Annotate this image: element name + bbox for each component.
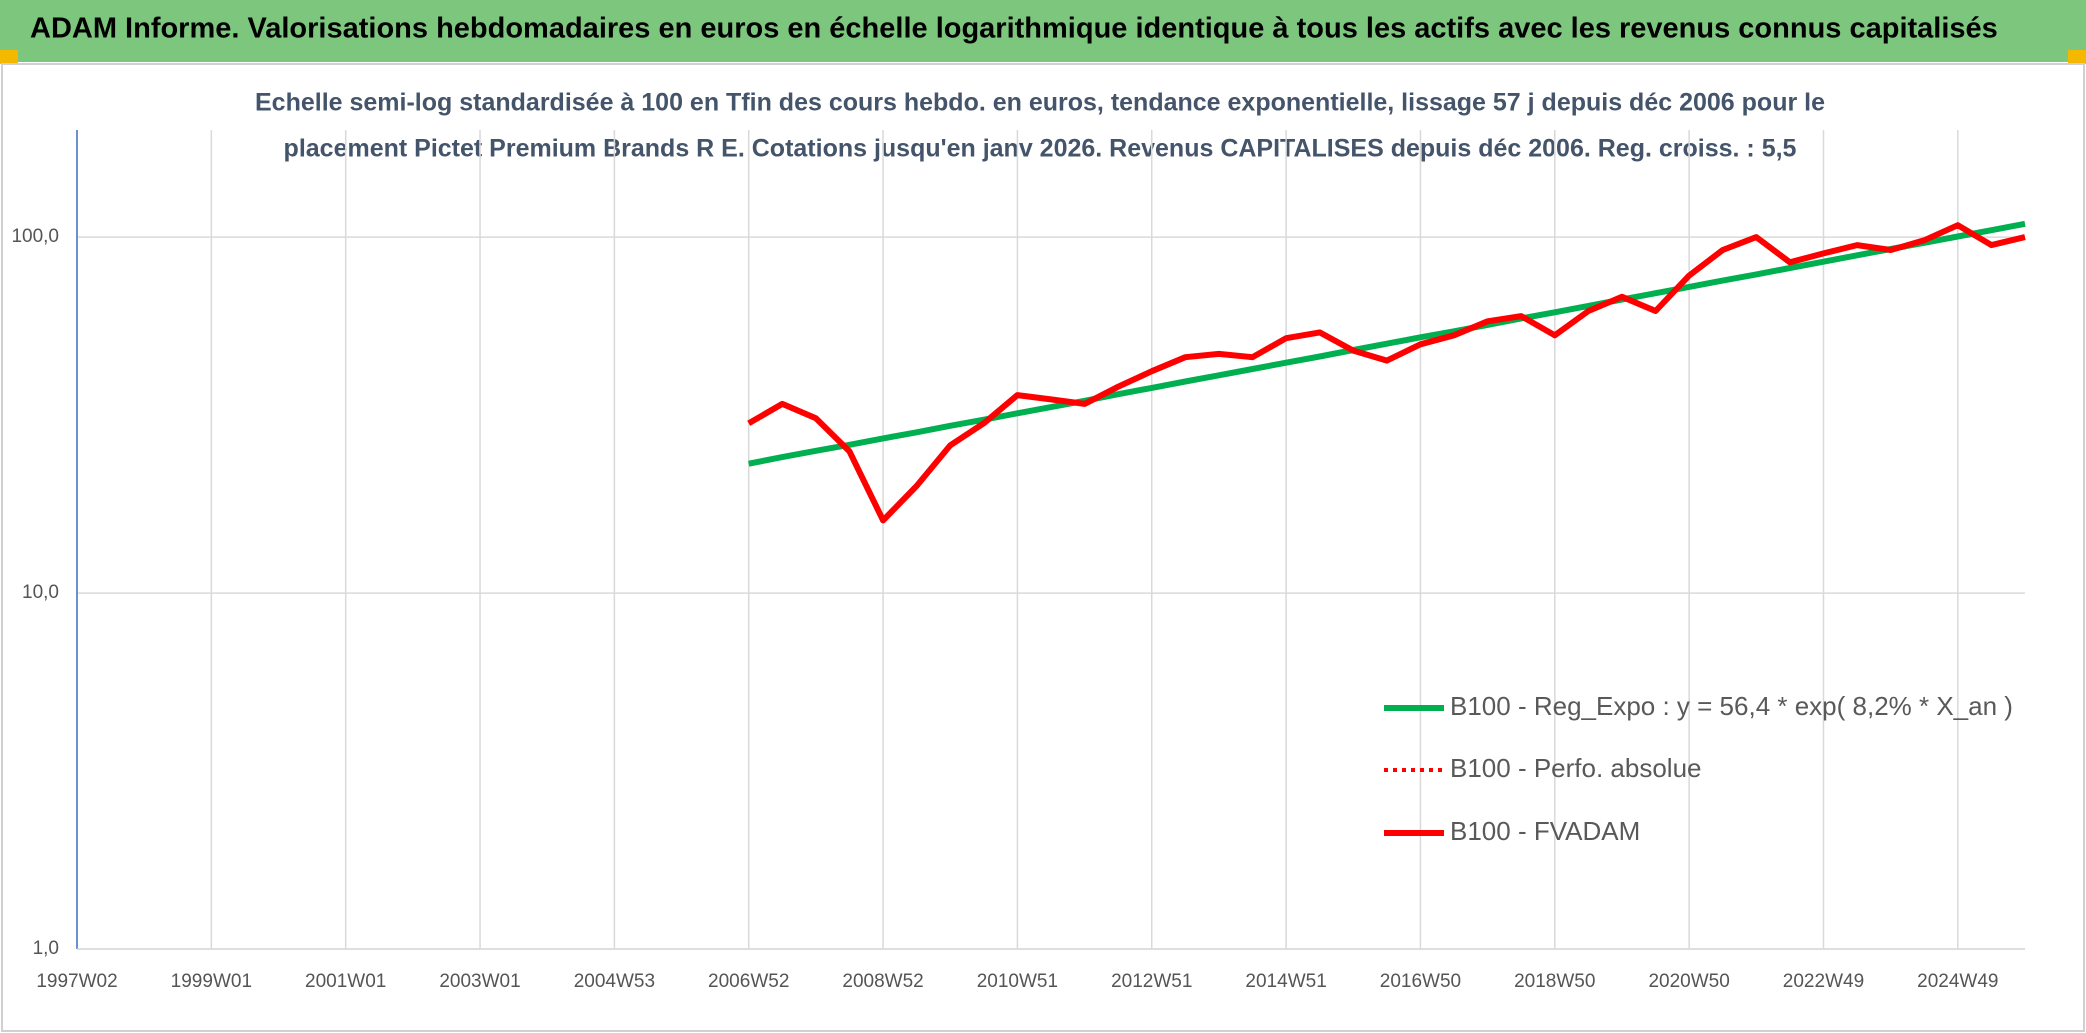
chart-title: Echelle semi-log standardisée à 100 en T… [255, 89, 1825, 117]
legend-label: B100 - Reg_Expo : y = 56,4 * exp( 8,2% *… [1450, 691, 2013, 721]
y-tick-label: 1,0 [33, 938, 59, 959]
legend-label: B100 - FVADAM [1450, 816, 1640, 846]
x-tick-label: 2020W50 [1648, 971, 1729, 992]
x-tick-label: 2024W49 [1917, 971, 1998, 992]
x-tick-label: 1997W02 [36, 971, 117, 992]
series-line [747, 222, 2026, 524]
x-tick-label: 2003W01 [439, 971, 520, 992]
y-tick-label: 100,0 [11, 226, 59, 247]
corner [2068, 50, 2086, 64]
x-tick-label: 2006W52 [708, 971, 789, 992]
x-tick-label: 2018W50 [1514, 971, 1595, 992]
x-tick-label: 2001W01 [305, 971, 386, 992]
page-title: ADAM Informe. Valorisations hebdomadaire… [30, 13, 1998, 45]
series-line [748, 220, 2026, 467]
chart-border [1, 63, 2085, 1032]
legend-label: B100 - Perfo. absolue [1450, 753, 1702, 783]
x-tick-label: 2012W51 [1111, 971, 1192, 992]
x-tick-label: 2010W51 [977, 971, 1058, 992]
y-tick-label: 10,0 [22, 582, 59, 603]
chart-title: placement Pictet Premium Brands R E. Cot… [284, 135, 1797, 163]
x-tick-label: 2014W51 [1245, 971, 1326, 992]
x-tick-label: 2008W52 [842, 971, 923, 992]
x-tick-label: 2022W49 [1783, 971, 1864, 992]
x-tick-label: 2004W53 [574, 971, 655, 992]
corner [0, 50, 18, 64]
header-bar [0, 0, 2086, 62]
x-tick-label: 1999W01 [171, 971, 252, 992]
x-tick-label: 2016W50 [1380, 971, 1461, 992]
